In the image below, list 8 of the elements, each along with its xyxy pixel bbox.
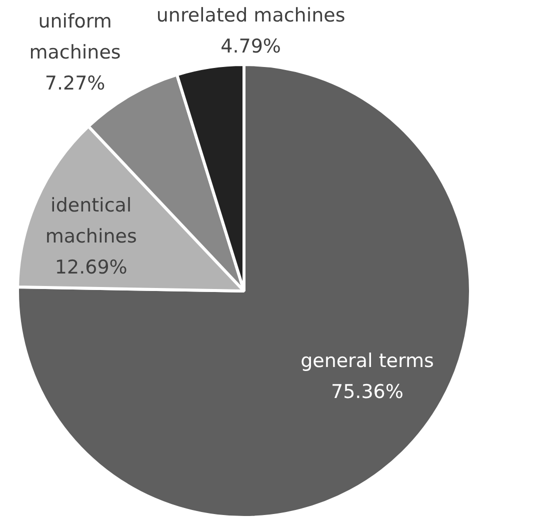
- data-label: 75.36%: [330, 380, 404, 403]
- data-label: 4.79%: [220, 36, 281, 58]
- slice-label: uniform machines: [29, 10, 121, 64]
- slice-label: unrelated machines: [156, 4, 346, 27]
- data-label: 7.27%: [44, 72, 106, 95]
- slice-label: identical machines: [45, 194, 137, 248]
- slice-label: general terms: [300, 350, 434, 372]
- data-label: 12.69%: [54, 256, 128, 278]
